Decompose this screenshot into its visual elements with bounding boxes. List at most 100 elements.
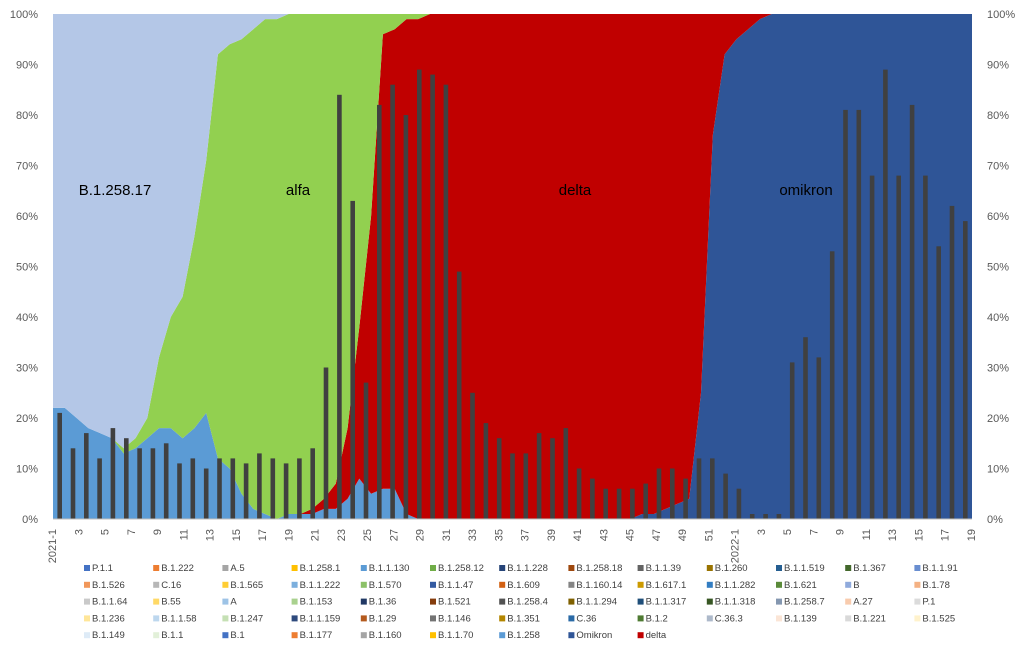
x-tick-label: 39 [546,529,558,541]
bar-column [696,458,702,519]
x-tick-label: 35 [493,529,505,541]
x-axis: 2021-1 3 5 7 9 11 13 15 17 19 21 23 25 27 29 31 33 35 37 39… [47,518,978,563]
area-b-1-258-17 [53,14,972,449]
x-tick-label: 19 [283,529,295,541]
x-tick-label: 41 [572,529,584,541]
legend-swatch [499,598,506,605]
legend-label: B.1.351 [507,613,540,624]
left-tick-label: 80% [16,110,38,122]
bar-column [949,205,955,519]
legend-swatch [706,598,713,605]
legend-item: P.1 [914,597,935,608]
legend-swatch [84,581,90,588]
legend-swatch [499,581,506,588]
bar-column [243,463,249,519]
legend-label: A [230,597,237,608]
legend-item: B.1.1.282 [706,580,755,591]
bar-column [377,104,382,520]
bar-column [203,468,209,519]
legend-label: B.1.222 [161,563,194,574]
legend-swatch [499,615,506,622]
bar-column [763,514,768,519]
legend-label: A.5 [230,563,244,574]
legend-label: B [853,580,859,591]
legend-item: B.1.258 [499,630,540,641]
legend-label: B.1.258.18 [576,563,622,574]
right-tick-label: 10% [987,464,1009,476]
legend-item: C.36.3 [706,613,743,624]
legend: P.1.1 B.1.222 A.5 B.1.258.1 B.1.1.130 B.1.258… [84,563,958,641]
bar-column [70,448,76,519]
legend-swatch [360,565,367,571]
legend-swatch [291,581,298,588]
right-tick-label: 20% [987,413,1009,425]
bar-column [710,458,715,519]
legend-swatch [153,632,160,639]
legend-label: B.1.258.4 [507,597,548,608]
x-tick-label: 33 [467,529,479,541]
region-label-delta: delta [559,182,592,199]
legend-label: B.1.149 [92,630,125,641]
legend-item: B.1.222 [153,563,194,574]
legend-swatch [776,581,782,588]
x-tick-label: 15 [231,529,243,541]
x-tick-label: 11 [861,529,873,540]
legend-label: delta [646,630,667,641]
legend-label: B.1.525 [922,613,955,624]
legend-label: B.1.526 [92,580,125,591]
x-tick-label: 5 [782,529,794,535]
x-tick-label: 17 [257,529,269,541]
bar-column [456,271,462,519]
x-tick-label: 7 [809,529,821,535]
area-series-group [53,14,972,519]
legend-label: B.1.160 [369,630,402,641]
left-tick-label: 20% [16,413,38,425]
legend-item: B.1.139 [776,613,817,624]
legend-item: B.1.160.14 [568,580,622,591]
legend-label: B.1.29 [369,613,396,624]
x-tick-label: 11 [178,529,190,540]
x-tick-label: 17 [940,529,952,541]
legend-swatch [568,632,575,639]
legend-label: B.1.153 [300,597,333,608]
legend-label: B.1.1.70 [438,630,473,641]
right-y-axis: 0% 10% 20% 30% 40% 50% 60% 70% 80% 90% 100% [987,9,1015,526]
x-tick-label: 49 [677,529,689,541]
legend-item: B.1.160 [360,630,402,641]
bar-column [923,175,928,519]
legend-swatch [84,565,90,571]
x-tick-label: 15 [914,529,926,541]
x-tick-label: 29 [415,529,427,541]
legend-label: B.1.1.228 [507,563,548,574]
legend-item: B.1.351 [499,613,540,624]
bar-column [430,74,435,519]
legend-item: B.1.1.64 [84,597,127,608]
legend-label: B.1.236 [92,613,125,624]
bar-column [323,367,329,519]
bar-column [483,423,489,520]
x-tick-label: 19 [966,529,978,541]
x-tick-label: 23 [336,529,348,541]
bar-column [576,468,582,519]
bar-column [390,84,395,519]
bar-column [670,468,675,519]
legend-item: B.55 [153,597,181,608]
legend-label: B.1.1.130 [369,563,410,574]
legend-label: B.1.146 [438,613,471,624]
bar-column [630,488,635,519]
left-tick-label: 50% [16,262,38,274]
legend-swatch [706,565,713,571]
legend-swatch [776,565,782,571]
legend-swatch [568,615,575,622]
bar-column [616,488,622,519]
legend-item: B.1.258.4 [499,597,548,608]
bar-column [363,382,369,519]
right-tick-label: 50% [987,262,1009,274]
legend-label: B.1.1.64 [92,597,127,608]
legend-swatch [153,598,160,605]
legend-label: B.1.221 [853,613,886,624]
legend-item: B.1.1.58 [153,613,197,624]
left-tick-label: 40% [16,312,38,324]
legend-swatch [291,632,298,639]
legend-swatch [776,598,782,605]
